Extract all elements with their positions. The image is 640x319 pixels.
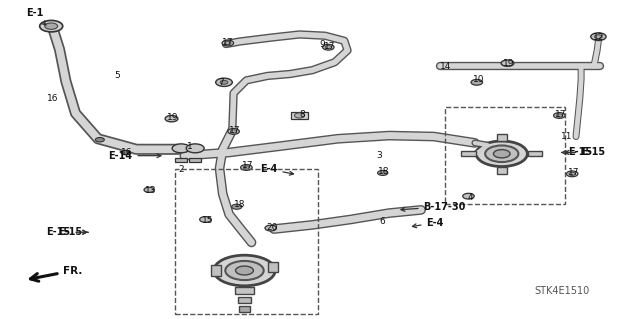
Bar bbox=[268, 262, 278, 272]
Text: E-1: E-1 bbox=[26, 8, 45, 25]
Circle shape bbox=[493, 150, 510, 158]
Bar bbox=[528, 151, 542, 156]
Text: 1: 1 bbox=[187, 142, 192, 151]
Text: 4: 4 bbox=[468, 193, 473, 202]
Text: 20: 20 bbox=[266, 223, 278, 232]
Text: 17: 17 bbox=[568, 168, 579, 177]
Bar bbox=[238, 297, 251, 303]
Circle shape bbox=[165, 115, 178, 122]
Text: E-15: E-15 bbox=[46, 227, 86, 237]
Circle shape bbox=[225, 261, 264, 280]
Text: 16: 16 bbox=[47, 94, 59, 103]
Text: 16: 16 bbox=[121, 148, 132, 157]
Text: 17: 17 bbox=[242, 161, 253, 170]
Text: 15: 15 bbox=[202, 216, 214, 225]
Circle shape bbox=[45, 23, 58, 29]
Circle shape bbox=[566, 171, 578, 177]
Text: 5: 5 bbox=[115, 71, 120, 80]
Text: 18: 18 bbox=[378, 167, 390, 176]
Text: 6: 6 bbox=[380, 217, 385, 226]
Circle shape bbox=[554, 113, 565, 118]
Circle shape bbox=[222, 40, 234, 46]
Text: E-15: E-15 bbox=[565, 147, 605, 158]
Circle shape bbox=[40, 20, 63, 32]
Text: 17: 17 bbox=[222, 38, 234, 47]
Text: E-4: E-4 bbox=[260, 164, 294, 175]
Text: 18: 18 bbox=[234, 200, 245, 209]
Circle shape bbox=[225, 41, 231, 45]
Circle shape bbox=[569, 172, 575, 175]
Text: E-15: E-15 bbox=[562, 147, 592, 158]
Circle shape bbox=[294, 113, 305, 118]
Circle shape bbox=[144, 187, 154, 192]
Circle shape bbox=[186, 144, 204, 153]
Bar bbox=[175, 158, 187, 162]
Text: 2: 2 bbox=[179, 165, 184, 174]
Text: E-4: E-4 bbox=[412, 218, 444, 228]
Bar bbox=[461, 151, 476, 156]
Circle shape bbox=[220, 80, 228, 84]
Text: 19: 19 bbox=[503, 59, 515, 68]
Circle shape bbox=[591, 33, 606, 41]
Text: 3: 3 bbox=[376, 151, 381, 160]
Bar bbox=[175, 169, 318, 314]
Circle shape bbox=[230, 130, 237, 133]
Bar bbox=[497, 134, 507, 141]
Circle shape bbox=[325, 46, 332, 49]
Bar bbox=[497, 167, 507, 174]
Bar bbox=[235, 287, 254, 294]
Text: 7: 7 bbox=[219, 78, 224, 87]
Circle shape bbox=[476, 141, 527, 167]
Circle shape bbox=[236, 266, 253, 275]
Text: FR.: FR. bbox=[30, 266, 82, 281]
Circle shape bbox=[485, 145, 518, 162]
Circle shape bbox=[378, 170, 388, 175]
Circle shape bbox=[323, 44, 334, 50]
Text: 17: 17 bbox=[324, 42, 335, 51]
Bar bbox=[291, 112, 308, 119]
Text: STK4E1510: STK4E1510 bbox=[534, 286, 589, 296]
Text: 17: 17 bbox=[229, 126, 241, 135]
Circle shape bbox=[471, 79, 483, 85]
Text: 9: 9 bbox=[320, 40, 325, 48]
Bar bbox=[445, 107, 565, 204]
Circle shape bbox=[172, 144, 190, 153]
Text: 8: 8 bbox=[300, 110, 305, 119]
Circle shape bbox=[216, 78, 232, 86]
Circle shape bbox=[232, 204, 242, 209]
Circle shape bbox=[241, 165, 252, 170]
Text: 17: 17 bbox=[555, 110, 566, 119]
Text: 14: 14 bbox=[440, 62, 452, 71]
Bar bbox=[239, 306, 250, 312]
Circle shape bbox=[595, 35, 602, 39]
Circle shape bbox=[265, 225, 276, 231]
Text: E-15: E-15 bbox=[58, 227, 88, 237]
Circle shape bbox=[200, 217, 211, 222]
Text: 19: 19 bbox=[167, 113, 179, 122]
Circle shape bbox=[121, 150, 130, 155]
Bar bbox=[211, 265, 221, 276]
Circle shape bbox=[556, 114, 563, 117]
Bar bbox=[189, 158, 201, 162]
Circle shape bbox=[95, 137, 104, 142]
Circle shape bbox=[501, 60, 514, 66]
Circle shape bbox=[463, 193, 474, 199]
Circle shape bbox=[214, 255, 275, 286]
Text: 11: 11 bbox=[561, 132, 573, 141]
Text: 10: 10 bbox=[473, 75, 484, 84]
Text: B-17-30: B-17-30 bbox=[401, 202, 466, 212]
Text: E-14: E-14 bbox=[108, 151, 161, 161]
Text: 12: 12 bbox=[593, 33, 605, 42]
Circle shape bbox=[243, 166, 250, 169]
Text: 13: 13 bbox=[145, 186, 157, 195]
Circle shape bbox=[228, 129, 239, 134]
